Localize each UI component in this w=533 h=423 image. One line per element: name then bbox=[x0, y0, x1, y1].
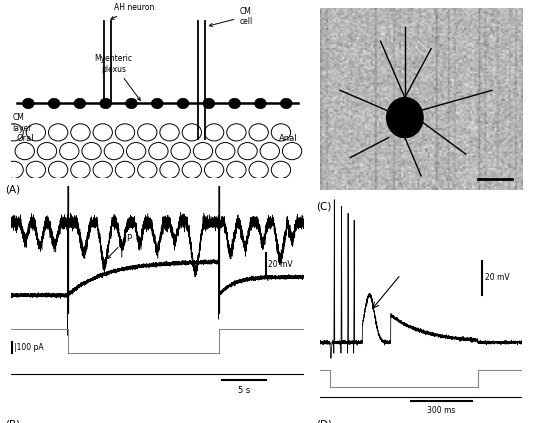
Circle shape bbox=[74, 98, 86, 109]
Circle shape bbox=[229, 98, 240, 109]
Text: Myenteric
plexus: Myenteric plexus bbox=[94, 54, 140, 100]
Text: CM
layer: CM layer bbox=[12, 113, 31, 133]
Text: AH neuron: AH neuron bbox=[111, 3, 154, 19]
Circle shape bbox=[100, 98, 111, 109]
Text: (A): (A) bbox=[5, 184, 20, 195]
Text: |100 pA: |100 pA bbox=[14, 343, 43, 352]
Circle shape bbox=[22, 98, 34, 109]
Circle shape bbox=[203, 98, 215, 109]
Text: (C): (C) bbox=[316, 201, 331, 211]
Circle shape bbox=[48, 98, 60, 109]
Text: 5 s: 5 s bbox=[238, 386, 250, 395]
Text: IJP: IJP bbox=[107, 233, 132, 258]
Text: Oral: Oral bbox=[17, 134, 34, 143]
Text: (B): (B) bbox=[5, 419, 20, 423]
Ellipse shape bbox=[386, 98, 423, 137]
Text: Anal: Anal bbox=[279, 134, 298, 143]
Text: (D): (D) bbox=[316, 419, 332, 423]
Circle shape bbox=[177, 98, 189, 109]
Circle shape bbox=[126, 98, 138, 109]
Circle shape bbox=[151, 98, 163, 109]
Circle shape bbox=[255, 98, 266, 109]
Circle shape bbox=[280, 98, 292, 109]
Text: 20 mV: 20 mV bbox=[485, 273, 510, 282]
Text: 20 mV: 20 mV bbox=[268, 261, 293, 269]
Text: 300 ms: 300 ms bbox=[427, 406, 456, 415]
Text: CM
cell: CM cell bbox=[209, 7, 253, 26]
